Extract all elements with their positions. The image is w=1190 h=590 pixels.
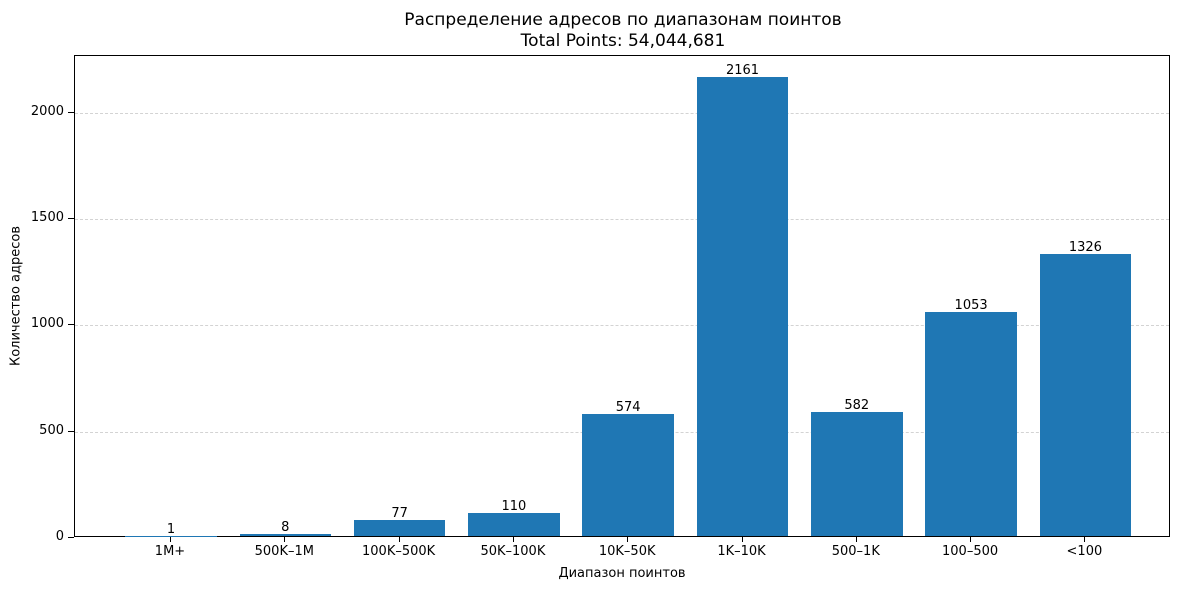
bar-value-label: 582 (844, 398, 870, 414)
chart-title: Распределение адресов по диапазонам поин… (404, 10, 842, 30)
bar (468, 512, 560, 536)
bar (353, 519, 446, 536)
x-tick (855, 537, 857, 542)
y-tick (68, 324, 74, 326)
bar (696, 76, 789, 536)
x-tick (284, 537, 286, 542)
bar (582, 414, 674, 536)
x-tick (512, 537, 514, 542)
y-tick-label: 2000 (30, 103, 64, 119)
x-tick (970, 537, 972, 542)
y-tick (68, 430, 74, 432)
x-tick (398, 537, 400, 542)
y-tick (68, 111, 74, 113)
bar-value-label: 2161 (725, 62, 760, 78)
plot-area: 1 8 77 110 574 2161 582 1053 1326 (74, 55, 1170, 537)
x-tick (741, 537, 743, 542)
y-tick (68, 218, 74, 220)
y-tick-label: 1000 (30, 316, 64, 332)
y-axis-label: Количество адресов (8, 225, 24, 367)
x-tick-label: 10K–50K (598, 544, 656, 559)
y-tick-label: 500 (39, 422, 64, 438)
x-tick-label: 1K–10K (717, 544, 766, 559)
y-tick-label: 1500 (30, 210, 64, 226)
bar (1039, 254, 1132, 536)
bar (239, 534, 332, 536)
x-tick-label: <100 (1066, 544, 1103, 559)
gridline (75, 112, 1169, 114)
x-tick (1084, 537, 1086, 542)
bar-value-label: 8 (281, 520, 290, 536)
bar-value-label: 574 (615, 400, 641, 415)
x-tick (170, 537, 171, 542)
gridline (75, 325, 1169, 327)
bar-value-label: 1053 (954, 298, 988, 314)
bar-value-label: 110 (501, 498, 527, 514)
bar-value-label: 77 (391, 505, 408, 521)
bar (811, 412, 903, 536)
x-tick-label: 500–1K (831, 544, 880, 559)
bar-value-label: 1326 (1068, 240, 1102, 256)
x-tick-label: 100–500 (942, 544, 999, 559)
x-tick-label: 50K–100K (480, 544, 546, 559)
x-tick-label: 500K–1M (254, 544, 314, 559)
y-tick (68, 537, 74, 538)
gridline (75, 219, 1169, 221)
x-tick-label: 100K–500K (362, 544, 436, 559)
bar-value-label: 1 (166, 521, 176, 537)
x-tick (627, 537, 629, 542)
bar (925, 312, 1017, 536)
chart-subtitle-total-points: Total Points: 54,044,681 (520, 31, 726, 51)
y-tick-label: 0 (55, 529, 64, 544)
x-axis-label: Диапазон поинтов (558, 566, 686, 581)
x-tick-label: 1M+ (154, 544, 186, 559)
